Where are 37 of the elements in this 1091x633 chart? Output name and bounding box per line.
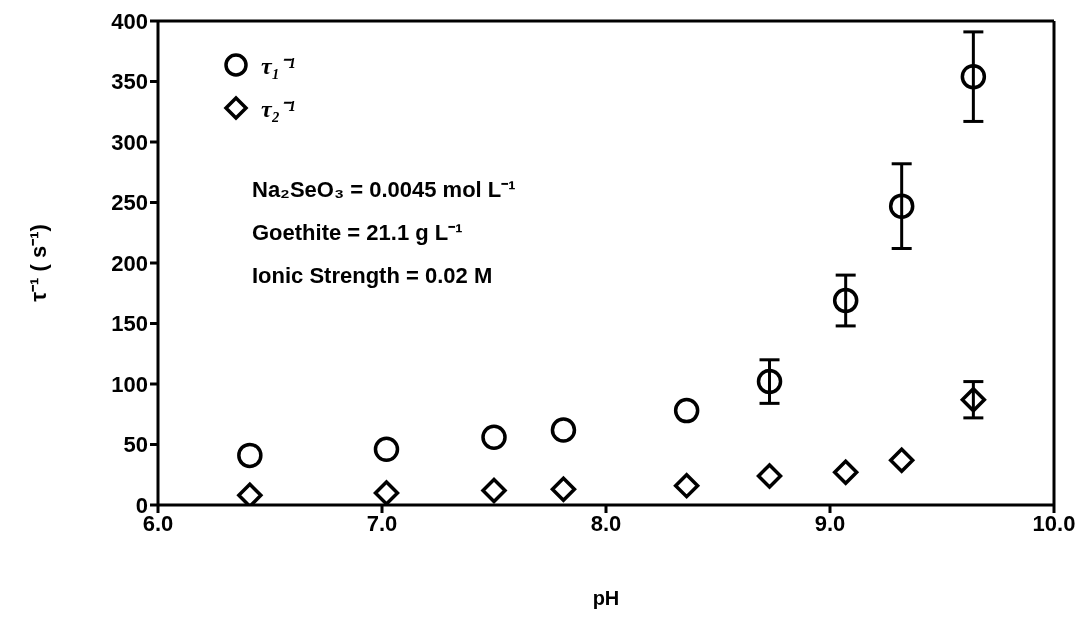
y-tick-label: 400 xyxy=(111,8,148,34)
point xyxy=(756,463,783,489)
y-tick-label: 350 xyxy=(111,69,148,95)
point xyxy=(832,287,859,314)
annotation: Goethite = 21.1 g L⁻¹ xyxy=(252,219,464,247)
point xyxy=(237,482,263,505)
point xyxy=(673,472,700,499)
x-axis-title: pH xyxy=(592,587,620,609)
y-tick-label: 50 xyxy=(123,432,148,458)
y-tick-label: 250 xyxy=(111,190,148,216)
legend-label: τ₂⁻¹ xyxy=(261,95,296,124)
point xyxy=(237,442,263,469)
point xyxy=(888,193,915,219)
point xyxy=(832,459,859,486)
point xyxy=(481,477,507,504)
point xyxy=(960,386,987,413)
point xyxy=(481,424,507,450)
point xyxy=(960,63,987,90)
y-tick-label: 100 xyxy=(111,371,148,397)
annotation: Ionic Strength = 0.02 M xyxy=(252,262,494,290)
legend-label: τ₁⁻¹ xyxy=(261,52,296,81)
x-tick-label: 7.0 xyxy=(366,510,398,536)
point xyxy=(550,417,577,443)
y-tick-label: 150 xyxy=(111,311,148,337)
point xyxy=(373,480,400,505)
y-tick-label: 300 xyxy=(111,129,148,155)
annotation: Na₂SeO₃ = 0.0045 mol L⁻¹ xyxy=(252,176,516,204)
point xyxy=(550,476,577,503)
x-tick-label: 8.0 xyxy=(590,510,622,536)
x-tick-label: 10.0 xyxy=(1032,510,1076,536)
x-tick-label: 9.0 xyxy=(814,510,846,536)
y-axis-title: τ⁻¹ ( s⁻¹) xyxy=(25,224,51,302)
point xyxy=(673,397,700,424)
point xyxy=(756,368,783,395)
y-tick-label: 200 xyxy=(111,250,148,276)
point xyxy=(888,447,915,473)
point xyxy=(373,436,400,463)
